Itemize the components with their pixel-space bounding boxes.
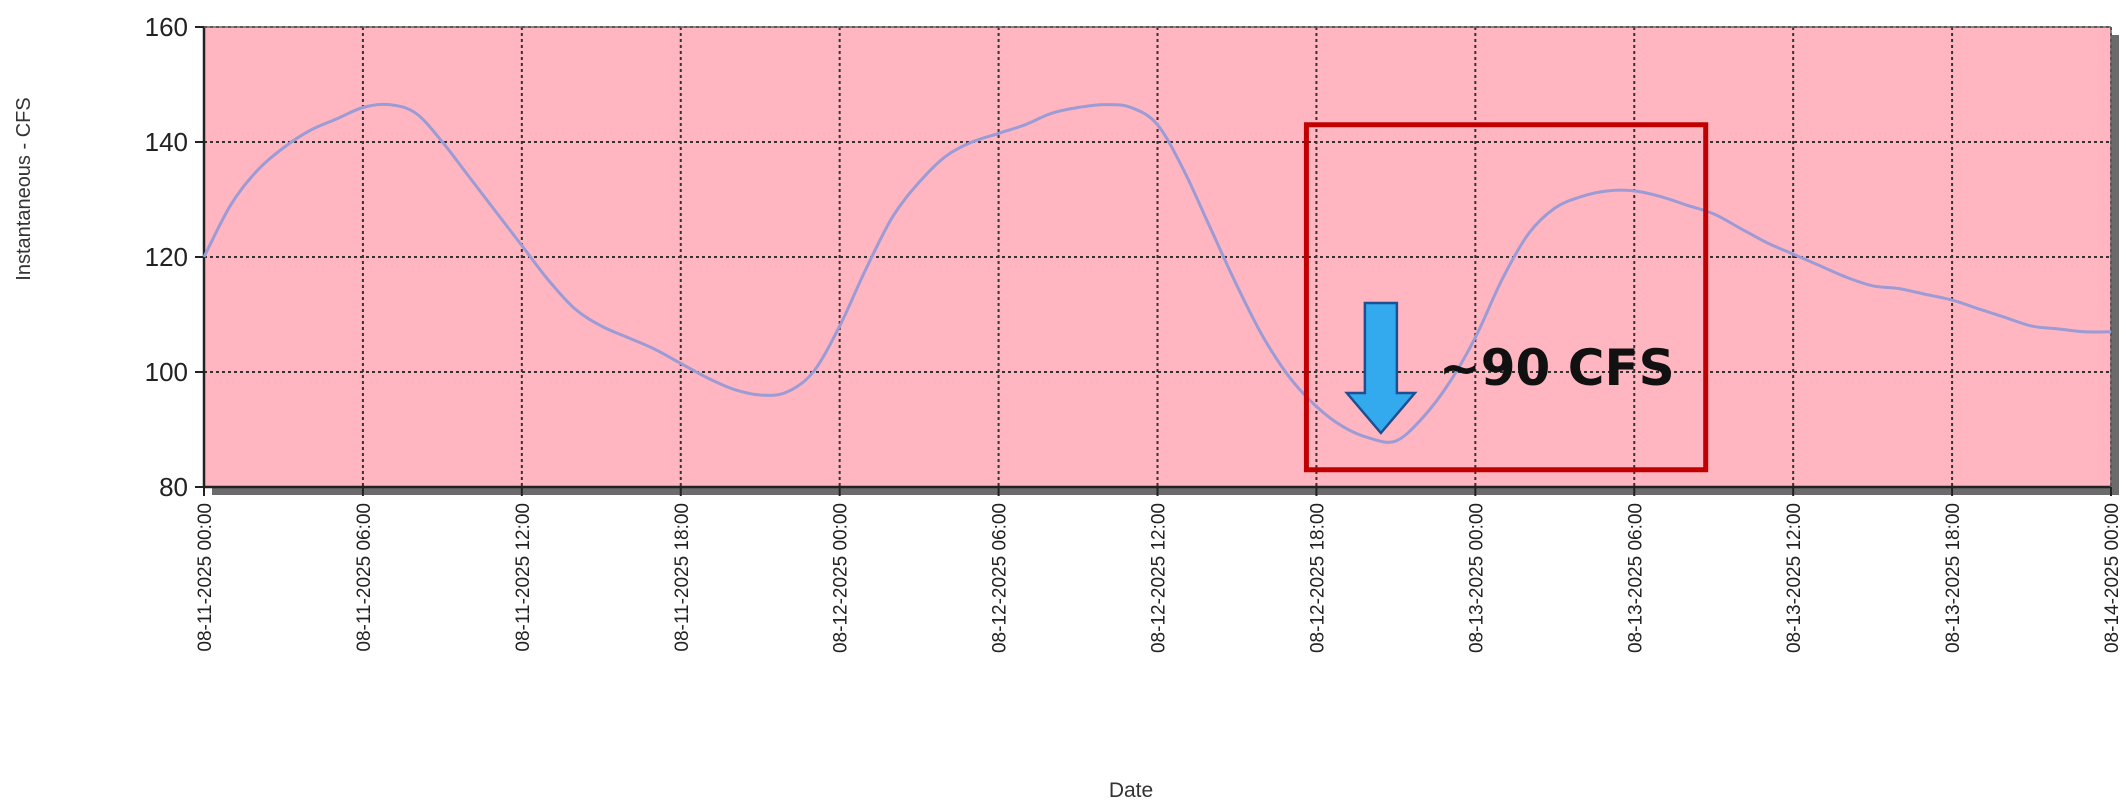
y-tick-label: 140 [145,127,188,157]
x-tick-label: 08-14-2025 00:00 [2102,503,2123,653]
y-tick-labels: 80 100 120 140 160 [145,12,188,502]
y-tick-label: 120 [145,242,188,272]
x-tick-labels: 08-11-2025 00:00 08-11-2025 06:00 08-11-20… [195,503,2123,653]
y-tick-label: 160 [145,12,188,42]
x-tick-label: 08-12-2025 00:00 [831,503,852,653]
x-tick-label: 08-13-2025 12:00 [1784,503,1805,653]
series-line [202,102,2112,444]
x-tick-label: 08-11-2025 18:00 [672,503,693,652]
highlight-box [1303,122,1709,473]
x-tick-label: 08-11-2025 06:00 [354,503,375,652]
x-tick-label: 08-11-2025 00:00 [195,503,216,652]
y-tick-label: 80 [159,472,188,502]
x-tick-label: 08-11-2025 12:00 [513,503,534,652]
y-axis-title: Instantaneous - CFS [13,97,35,280]
x-tick-label: 08-13-2025 00:00 [1466,503,1487,653]
x-tick-label: 08-12-2025 18:00 [1307,503,1328,653]
x-tick-label: 08-12-2025 12:00 [1149,503,1170,653]
annotation-layer: ~90 CFS [1303,122,1709,473]
x-tick-label: 08-12-2025 06:00 [990,503,1011,653]
annotation-label: ~90 CFS [1439,339,1675,397]
y-tick-label: 100 [145,357,188,387]
x-axis-title: Date [1109,779,1153,802]
x-tick-label: 08-13-2025 18:00 [1943,503,1964,653]
series-layer [202,102,2112,444]
axes [195,26,2112,496]
down-arrow-icon [1344,301,1418,435]
x-tick-label: 08-13-2025 06:00 [1625,503,1646,653]
